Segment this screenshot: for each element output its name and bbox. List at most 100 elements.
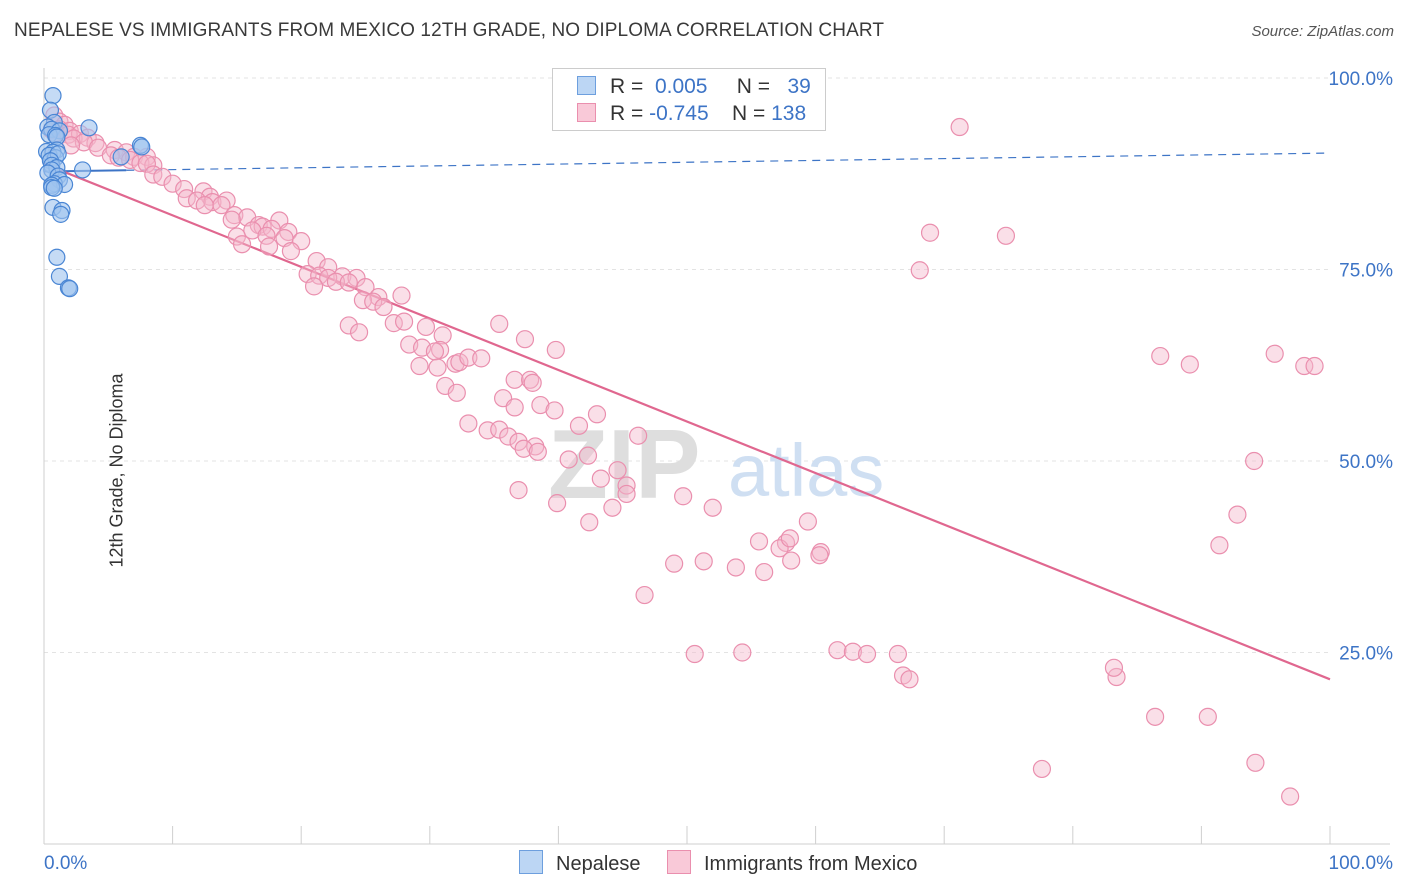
mexico-n-value: 138	[771, 102, 807, 125]
mexico-point	[364, 292, 383, 311]
nepalese-legend-swatch	[519, 850, 543, 874]
mexico-point	[996, 226, 1016, 245]
mexico-point	[281, 242, 301, 261]
mexico-trend-line	[43, 162, 1331, 681]
mexico-point	[499, 427, 518, 446]
mexico-swatch	[577, 103, 596, 122]
mexico-point	[828, 641, 847, 660]
y-axis-label: 12th Grade, No Diploma	[106, 373, 127, 568]
mexico-point	[222, 210, 241, 229]
mexico-point	[635, 585, 654, 605]
mexico-point	[685, 644, 704, 664]
mexico-point	[608, 461, 627, 480]
mexico-point	[521, 370, 540, 389]
mexico-legend-swatch	[667, 850, 691, 874]
mexico-point	[749, 532, 769, 551]
mexico-point	[374, 297, 393, 317]
mexico-point	[811, 543, 830, 562]
mexico-point	[428, 358, 447, 377]
mexico-point	[304, 277, 324, 296]
mexico-point	[514, 439, 533, 458]
mexico-point	[617, 484, 636, 504]
legend-row-nepalese: R = 0.005 N = 39	[577, 74, 811, 100]
mexico-point	[257, 226, 276, 245]
nepalese-n-value: 39	[787, 75, 811, 98]
legend-row-mexico: R = -0.745 N = 138	[577, 101, 806, 127]
mexico-point	[1032, 759, 1052, 779]
mexico-point	[459, 414, 478, 433]
mexico-point	[509, 481, 528, 500]
mexico-point	[629, 426, 648, 445]
mexico-point	[459, 348, 478, 367]
n-label: N =	[732, 102, 766, 125]
mexico-point	[1180, 355, 1199, 374]
mexico-point	[433, 326, 452, 345]
mexico-point	[755, 562, 774, 582]
mexico-point	[505, 370, 524, 389]
y-tick-label: 75.0%	[1339, 261, 1393, 282]
n-label: N =	[736, 75, 770, 98]
mexico-point	[436, 376, 455, 396]
mexico-r-value: -0.745	[649, 102, 709, 125]
mexico-point	[243, 221, 262, 240]
nepalese-point	[44, 87, 62, 105]
mexico-point	[1146, 707, 1165, 726]
mexico-point	[450, 353, 469, 372]
mexico-point	[490, 420, 509, 439]
x-tick-label-max: 100.0%	[1329, 853, 1394, 874]
mexico-point	[888, 644, 908, 664]
nepalese-point	[48, 248, 66, 266]
mexico-point	[910, 261, 929, 280]
y-tick-label: 25.0%	[1339, 644, 1393, 665]
mexico-point	[900, 670, 919, 689]
legend-item-nepalese[interactable]: Nepalese	[519, 850, 641, 878]
mexico-legend-label: Immigrants from Mexico	[704, 853, 918, 875]
mexico-point	[733, 643, 752, 662]
mexico-point	[410, 356, 429, 376]
mexico-point	[326, 272, 346, 291]
nepalese-point	[73, 161, 92, 179]
mexico-point	[195, 196, 214, 215]
mexico-point	[472, 349, 491, 368]
y-tick-label: 50.0%	[1339, 452, 1393, 473]
nepalese-point	[50, 267, 69, 285]
mexico-point	[447, 383, 466, 402]
mexico-point	[569, 416, 589, 435]
nepalese-trend-line-dashed	[126, 152, 1331, 171]
mexico-point	[1265, 344, 1284, 363]
mexico-point	[528, 442, 547, 461]
nepalese-point	[80, 119, 98, 137]
mexico-point	[392, 286, 411, 305]
source-label: Source: ZipAtlas.com	[1251, 23, 1394, 40]
mexico-point	[505, 398, 524, 417]
mexico-point	[782, 551, 801, 570]
tick-labels: 100.0% 75.0% 50.0% 25.0% 0.0% 100.0%	[44, 69, 1393, 874]
mexico-point	[1295, 356, 1314, 376]
grid-lines	[44, 77, 1330, 653]
mexico-point	[920, 223, 940, 242]
mexico-point	[153, 167, 172, 186]
mexico-point	[394, 312, 414, 331]
mexico-point	[1198, 707, 1217, 726]
mexico-point	[726, 558, 745, 577]
mexico-point	[1151, 346, 1170, 366]
mexico-point	[703, 498, 722, 517]
correlation-legend: R = 0.005 N = 39 R = -0.745 N = 138	[552, 68, 826, 131]
mexico-point	[1305, 356, 1324, 376]
mexico-point	[232, 235, 252, 254]
x-tick-label-min: 0.0%	[44, 853, 87, 874]
nepalese-r-value: 0.005	[654, 75, 708, 98]
mexico-point	[523, 373, 542, 392]
mexico-point	[548, 494, 567, 513]
nepalese-point	[52, 205, 70, 223]
mexico-point	[416, 317, 436, 337]
mexico-point	[1228, 505, 1247, 524]
nepalese-point	[133, 138, 151, 156]
legend-item-mexico[interactable]: Immigrants from Mexico	[667, 850, 917, 878]
r-label: R =	[610, 102, 644, 125]
mexico-point	[490, 314, 509, 333]
nepalese-legend-label: Nepalese	[556, 853, 641, 875]
mexico-point	[137, 154, 156, 173]
mexico-point	[163, 174, 182, 193]
mexico-point	[1210, 536, 1229, 555]
